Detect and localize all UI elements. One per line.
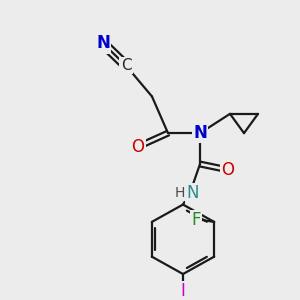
Text: C: C bbox=[121, 58, 131, 73]
Text: H: H bbox=[175, 186, 185, 200]
Text: N: N bbox=[193, 124, 207, 142]
Text: O: O bbox=[131, 138, 145, 156]
Text: I: I bbox=[181, 282, 185, 300]
Text: O: O bbox=[221, 161, 235, 179]
Text: F: F bbox=[191, 211, 201, 229]
Text: N: N bbox=[187, 184, 199, 202]
Text: N: N bbox=[96, 34, 110, 52]
